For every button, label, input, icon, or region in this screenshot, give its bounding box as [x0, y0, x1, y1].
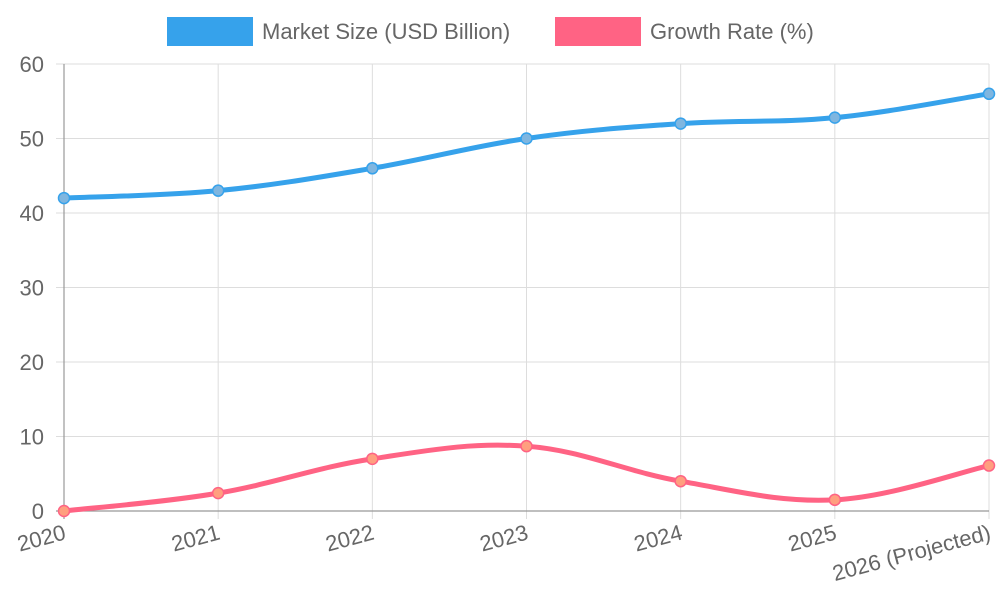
x-tick-label: 2020 [15, 520, 69, 557]
y-tick-label: 0 [32, 499, 44, 524]
x-tick-label: 2022 [323, 520, 377, 557]
x-tick-label: 2026 (Projected) [830, 520, 994, 586]
y-tick-label: 30 [20, 276, 44, 301]
x-tick-label: 2025 [785, 520, 839, 557]
y-tick-label: 40 [20, 201, 44, 226]
data-point[interactable] [520, 439, 533, 453]
data-point[interactable] [982, 87, 996, 101]
data-point[interactable] [674, 117, 687, 130]
y-tick-label: 50 [20, 127, 44, 152]
data-point[interactable] [366, 162, 379, 175]
data-point[interactable] [366, 452, 379, 466]
legend: Market Size (USD Billion) Growth Rate (%… [167, 17, 814, 46]
legend-label-growth-rate[interactable]: Growth Rate (%) [650, 19, 814, 44]
x-tick-label: 2023 [477, 520, 531, 557]
data-point[interactable] [520, 132, 533, 145]
data-point[interactable] [57, 504, 71, 518]
data-point[interactable] [982, 459, 996, 472]
y-tick-label: 60 [20, 52, 44, 77]
x-tick-label: 2021 [169, 520, 223, 557]
grid [56, 63, 990, 519]
data-point[interactable] [828, 111, 842, 124]
data-point[interactable] [211, 184, 225, 197]
legend-swatch-market-size[interactable] [167, 17, 253, 46]
x-tick-label: 2024 [631, 520, 685, 557]
data-point[interactable] [828, 493, 842, 507]
tick-labels: 0 10 20 30 40 50 60 2020 2021 2022 2023 2024 2025202… [15, 52, 994, 586]
legend-swatch-growth-rate[interactable] [555, 17, 641, 46]
y-tick-label: 10 [20, 425, 44, 450]
series [57, 87, 996, 518]
data-point[interactable] [57, 191, 71, 205]
data-point[interactable] [211, 486, 225, 500]
data-point[interactable] [674, 474, 687, 488]
y-tick-label: 20 [20, 350, 44, 375]
axes [56, 64, 989, 519]
legend-label-market-size[interactable]: Market Size (USD Billion) [262, 19, 510, 44]
